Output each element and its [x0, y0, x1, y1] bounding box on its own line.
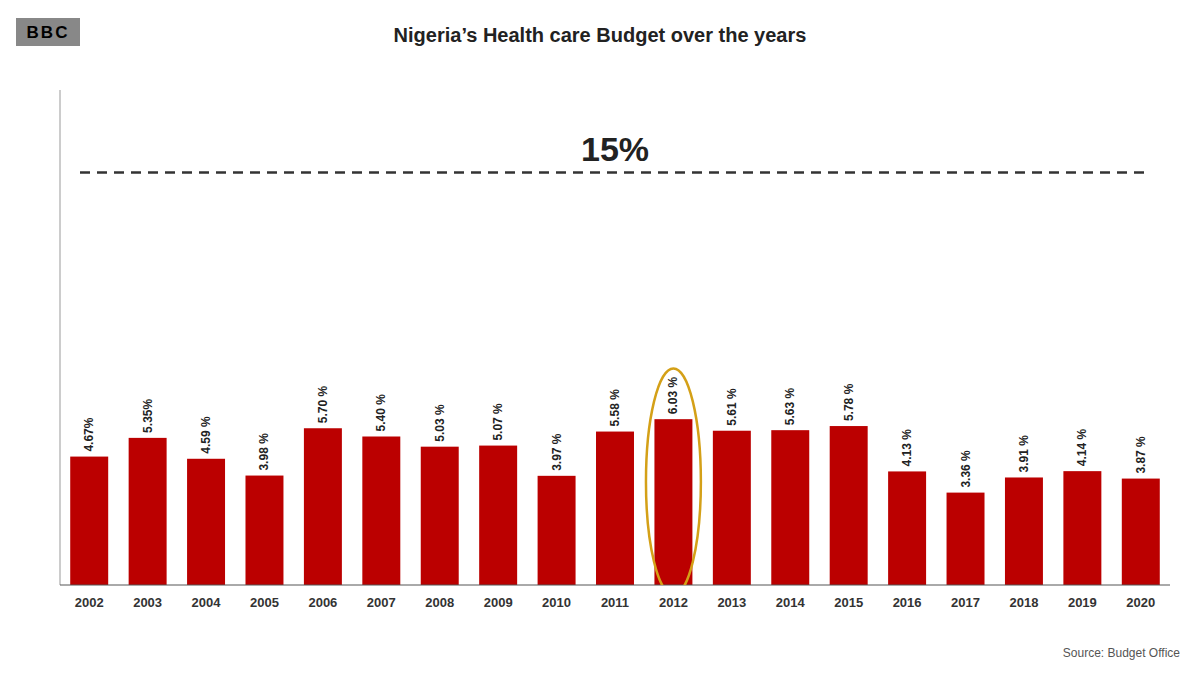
bar [654, 419, 692, 585]
bar [1063, 471, 1101, 585]
data-label: 5.78 % [842, 383, 856, 421]
target-label: 15% [581, 130, 649, 168]
chart: Nigeria’s Health care Budget over the ye… [0, 0, 1200, 675]
bar [596, 432, 634, 585]
bar [187, 459, 225, 585]
title: Nigeria’s Health care Budget over the ye… [394, 24, 807, 46]
bar [830, 426, 868, 585]
bar [421, 447, 459, 585]
data-label: 4.59 % [199, 416, 213, 454]
data-label: 4.67% [82, 417, 96, 451]
data-label: 4.14 % [1075, 428, 1089, 466]
data-label: 5.35% [141, 399, 155, 433]
x-tick-label: 2015 [834, 595, 863, 610]
bar [713, 431, 751, 585]
bar [70, 457, 108, 585]
data-label: 3.97 % [550, 433, 564, 471]
x-tick-label: 2002 [75, 595, 104, 610]
data-label: 3.87 % [1134, 436, 1148, 474]
highlight [646, 368, 701, 585]
bar [479, 446, 517, 585]
x-tick-label: 2018 [1009, 595, 1038, 610]
target-line [80, 171, 1150, 174]
x-tick-label: 2019 [1068, 595, 1097, 610]
x-tick-label: 2010 [542, 595, 571, 610]
x-tick-label: 2013 [717, 595, 746, 610]
data-label: 3.91 % [1017, 435, 1031, 473]
data-label: 4.13 % [900, 429, 914, 467]
data-label: 5.61 % [725, 388, 739, 426]
data-label: 5.03 % [433, 404, 447, 442]
bar [1005, 477, 1043, 585]
x-tick-label: 2004 [192, 595, 222, 610]
x-tick-label: 2011 [601, 595, 629, 610]
baseline [60, 585, 1170, 586]
data-label: 5.63 % [783, 387, 797, 425]
data-label: 6.03 % [666, 376, 680, 414]
x-tick-label: 2014 [776, 595, 806, 610]
bar [771, 430, 809, 585]
bar [362, 437, 400, 586]
data-label: 5.07 % [491, 403, 505, 441]
data-label: 5.70 % [316, 386, 330, 424]
x-tick-label: 2020 [1126, 595, 1155, 610]
x-tick-label: 2012 [659, 595, 688, 610]
bar [304, 428, 342, 585]
x-tick-label: 2016 [893, 595, 922, 610]
data-label: 3.36 % [959, 450, 973, 488]
bar [129, 438, 167, 585]
data-label: 5.40 % [374, 394, 388, 432]
x-tick-label: 2009 [484, 595, 513, 610]
bars [70, 419, 1160, 585]
logo: BBC [27, 23, 70, 42]
source: Source: Budget Office [1063, 646, 1181, 660]
bar [947, 493, 985, 585]
x-tick-label: 2008 [425, 595, 454, 610]
x-tick-label: 2003 [133, 595, 162, 610]
bar [245, 476, 283, 585]
bar [538, 476, 576, 585]
bar [1122, 479, 1160, 585]
data-label: 5.58 % [608, 389, 622, 427]
logo-box [16, 18, 80, 46]
x-tick-label: 2007 [367, 595, 396, 610]
x-tick-label: 2006 [308, 595, 337, 610]
highlight-ellipse [646, 368, 701, 585]
data-label: 3.98 % [257, 433, 271, 471]
y-axis-line [60, 90, 61, 585]
bar [888, 471, 926, 585]
x-tick-label: 2017 [951, 595, 980, 610]
x-tick-label: 2005 [250, 595, 279, 610]
